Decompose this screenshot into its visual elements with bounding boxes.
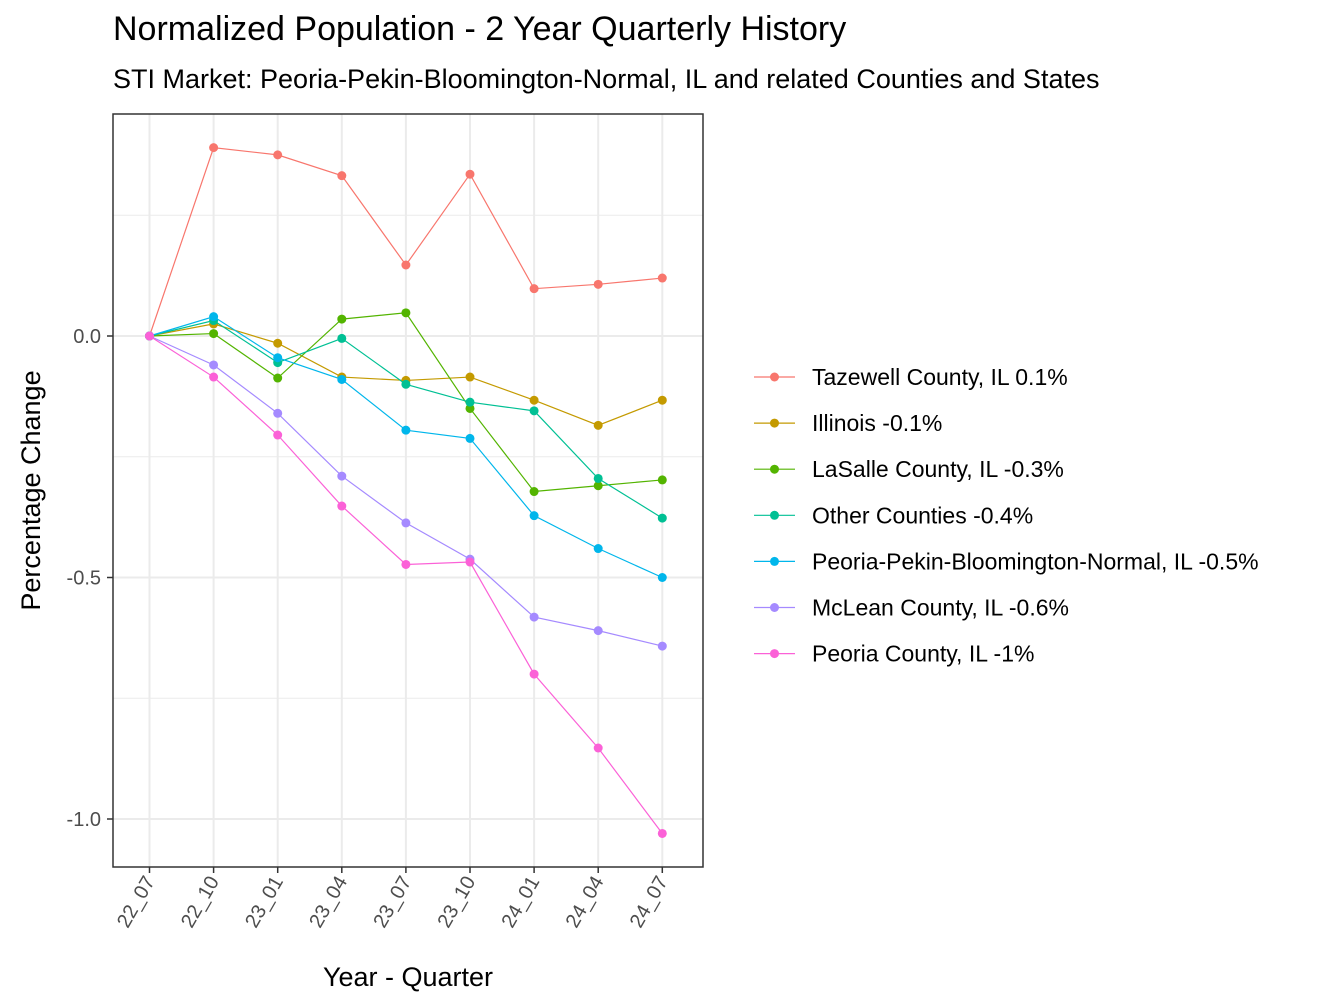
data-point xyxy=(593,544,603,554)
data-point xyxy=(593,481,603,491)
data-point xyxy=(593,279,603,289)
grid xyxy=(113,114,703,867)
x-tick-label: 23_01 xyxy=(241,873,288,932)
legend-key-point xyxy=(770,603,779,612)
data-point xyxy=(593,473,603,483)
y-tick-label: -1.0 xyxy=(67,809,101,831)
data-point xyxy=(209,360,219,370)
data-point xyxy=(465,169,475,179)
legend-label: Peoria-Pekin-Bloomington-Normal, IL -0.5… xyxy=(812,548,1259,574)
legend-item: Tazewell County, IL 0.1% xyxy=(754,364,1068,390)
data-point xyxy=(273,430,283,440)
data-point xyxy=(337,333,347,343)
x-axis-title: Year - Quarter xyxy=(323,962,493,992)
legend-item: McLean County, IL -0.6% xyxy=(754,595,1069,621)
x-tick-label: 23_10 xyxy=(433,873,480,932)
data-point xyxy=(337,314,347,324)
axes: 0.0 -0.5 -1.0 22_07 22_10 23_01 23_04 23_07 23_1… xyxy=(67,326,673,932)
data-point xyxy=(401,308,411,318)
data-point xyxy=(273,338,283,348)
x-tick-label: 24_07 xyxy=(626,873,673,932)
data-point xyxy=(401,518,411,528)
series-6 xyxy=(145,331,667,838)
x-tick-label: 23_04 xyxy=(305,873,352,932)
data-point xyxy=(145,331,154,341)
legend-label: Other Counties -0.4% xyxy=(812,502,1033,528)
data-point xyxy=(209,312,219,322)
data-point xyxy=(593,626,603,636)
legend-label: Peoria County, IL -1% xyxy=(812,641,1034,667)
data-point xyxy=(529,669,539,679)
data-point xyxy=(465,557,475,567)
data-point xyxy=(209,329,219,339)
legend-key-point xyxy=(770,464,779,474)
data-point xyxy=(529,284,539,294)
legend-key-point xyxy=(770,649,779,659)
data-point xyxy=(401,425,411,435)
data-point xyxy=(209,143,219,153)
data-point xyxy=(529,395,539,405)
legend-key-point xyxy=(770,372,779,382)
data-point xyxy=(657,513,667,523)
legend: Tazewell County, IL 0.1% Illinois -0.1% La… xyxy=(754,364,1259,667)
data-point xyxy=(593,743,603,753)
x-tick-label: 24_04 xyxy=(562,873,609,932)
data-point xyxy=(657,273,667,283)
data-point xyxy=(657,395,667,405)
data-point xyxy=(593,420,603,430)
chart-title: Normalized Population - 2 Year Quarterly… xyxy=(113,10,847,48)
data-point xyxy=(465,397,475,407)
data-point xyxy=(337,471,347,481)
legend-item: Other Counties -0.4% xyxy=(754,502,1033,528)
data-point xyxy=(529,511,539,521)
data-point xyxy=(465,403,475,413)
data-point xyxy=(529,406,539,416)
legend-item: LaSalle County, IL -0.3% xyxy=(754,456,1064,482)
data-point xyxy=(273,353,283,363)
y-tick-label: -0.5 xyxy=(67,568,101,590)
legend-label: Illinois -0.1% xyxy=(812,410,942,436)
data-point xyxy=(273,373,283,383)
data-point xyxy=(337,374,347,384)
x-tick-label: 22_07 xyxy=(113,873,160,932)
data-point xyxy=(657,641,667,651)
legend-label: LaSalle County, IL -0.3% xyxy=(812,456,1064,482)
data-point xyxy=(209,372,219,382)
chart-subtitle: STI Market: Peoria-Pekin-Bloomington-Nor… xyxy=(113,64,1100,94)
series-layer xyxy=(145,143,667,838)
panel-border xyxy=(112,113,704,868)
legend-label: McLean County, IL -0.6% xyxy=(812,595,1069,621)
data-point xyxy=(657,828,667,838)
y-tick-label: 0.0 xyxy=(73,326,101,348)
y-axis-title: Percentage Change xyxy=(16,370,46,610)
data-point xyxy=(529,487,539,497)
x-tick-label: 23_07 xyxy=(369,873,416,932)
legend-item: Peoria-Pekin-Bloomington-Normal, IL -0.5… xyxy=(754,548,1259,574)
data-point xyxy=(401,260,411,270)
x-tick-label: 22_10 xyxy=(177,873,224,932)
legend-key-point xyxy=(770,510,779,520)
legend-key-point xyxy=(770,418,779,428)
legend-item: Illinois -0.1% xyxy=(754,410,942,436)
data-point xyxy=(273,150,283,160)
data-point xyxy=(657,475,667,485)
legend-label: Tazewell County, IL 0.1% xyxy=(812,364,1068,390)
data-point xyxy=(337,501,347,511)
data-point xyxy=(401,379,411,389)
data-point xyxy=(465,433,475,443)
x-tick-label: 24_01 xyxy=(498,873,545,932)
data-point xyxy=(337,171,347,181)
legend-item: Peoria County, IL -1% xyxy=(754,641,1034,667)
data-point xyxy=(465,372,475,382)
data-point xyxy=(401,559,411,569)
data-point xyxy=(529,612,539,622)
data-point xyxy=(273,408,283,418)
data-point xyxy=(657,573,667,582)
series-2 xyxy=(145,308,667,497)
legend-key-point xyxy=(770,556,779,566)
